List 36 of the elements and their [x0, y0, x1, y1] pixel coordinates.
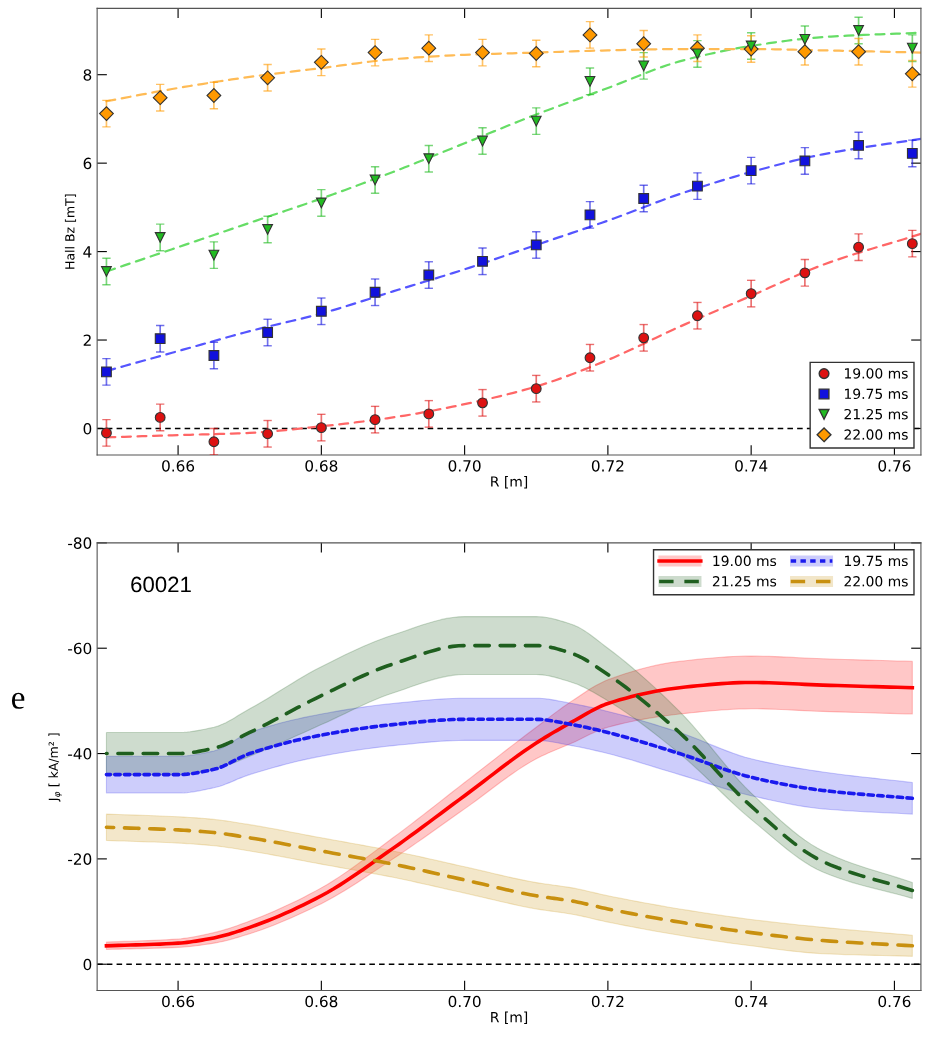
y-tick-label: -80: [68, 537, 92, 549]
x-tick-label: 0.70: [448, 995, 481, 1008]
y-axis-title: Hall Bz [mT]: [64, 194, 77, 269]
y-tick-label: 0: [83, 958, 92, 971]
y-tick-label: 8: [83, 69, 92, 81]
y-tick-label: -60: [68, 642, 92, 655]
x-tick-label: 0.74: [735, 995, 768, 1008]
annotation: 60021: [131, 576, 191, 593]
y-tick-label: -20: [68, 853, 92, 865]
legend-label: 19.00 ms: [845, 368, 908, 379]
x-tick-label: 0.72: [591, 995, 624, 1008]
legend-label: 21.25 ms: [712, 576, 777, 587]
text: e: [11, 692, 25, 709]
legend-label: 19.75 ms: [845, 388, 908, 400]
legend-label: 21.25 ms: [844, 408, 908, 420]
x-tick-label: 0.68: [305, 460, 338, 472]
x-axis-title: R [m]: [491, 1011, 528, 1024]
x-tick-label: 0.74: [735, 460, 768, 472]
x-tick-label: 0.66: [162, 460, 195, 472]
x-tick-label: 0.76: [878, 995, 911, 1008]
y-tick-label: -40: [68, 748, 92, 760]
x-axis-title: R [m]: [491, 476, 528, 489]
y-axis-title: J$_{φ}$ [ kA/m² ]: [48, 733, 62, 802]
legend-label: 22.00 ms: [844, 429, 908, 440]
legend-label: 19.75 ms: [845, 555, 908, 567]
y-tick-label: 2: [83, 334, 91, 346]
legend-label: 19.00 ms: [713, 555, 777, 567]
y-tick-label: 6: [83, 157, 92, 170]
x-tick-label: 0.68: [305, 995, 338, 1008]
legend-label: 22.00 ms: [844, 576, 908, 587]
x-tick-label: 0.72: [591, 460, 624, 472]
x-tick-label: 0.76: [878, 460, 911, 472]
y-tick-label: 4: [83, 246, 92, 258]
y-tick-label: 0: [83, 422, 92, 435]
x-tick-label: 0.70: [448, 460, 481, 472]
x-tick-label: 0.66: [162, 995, 195, 1008]
